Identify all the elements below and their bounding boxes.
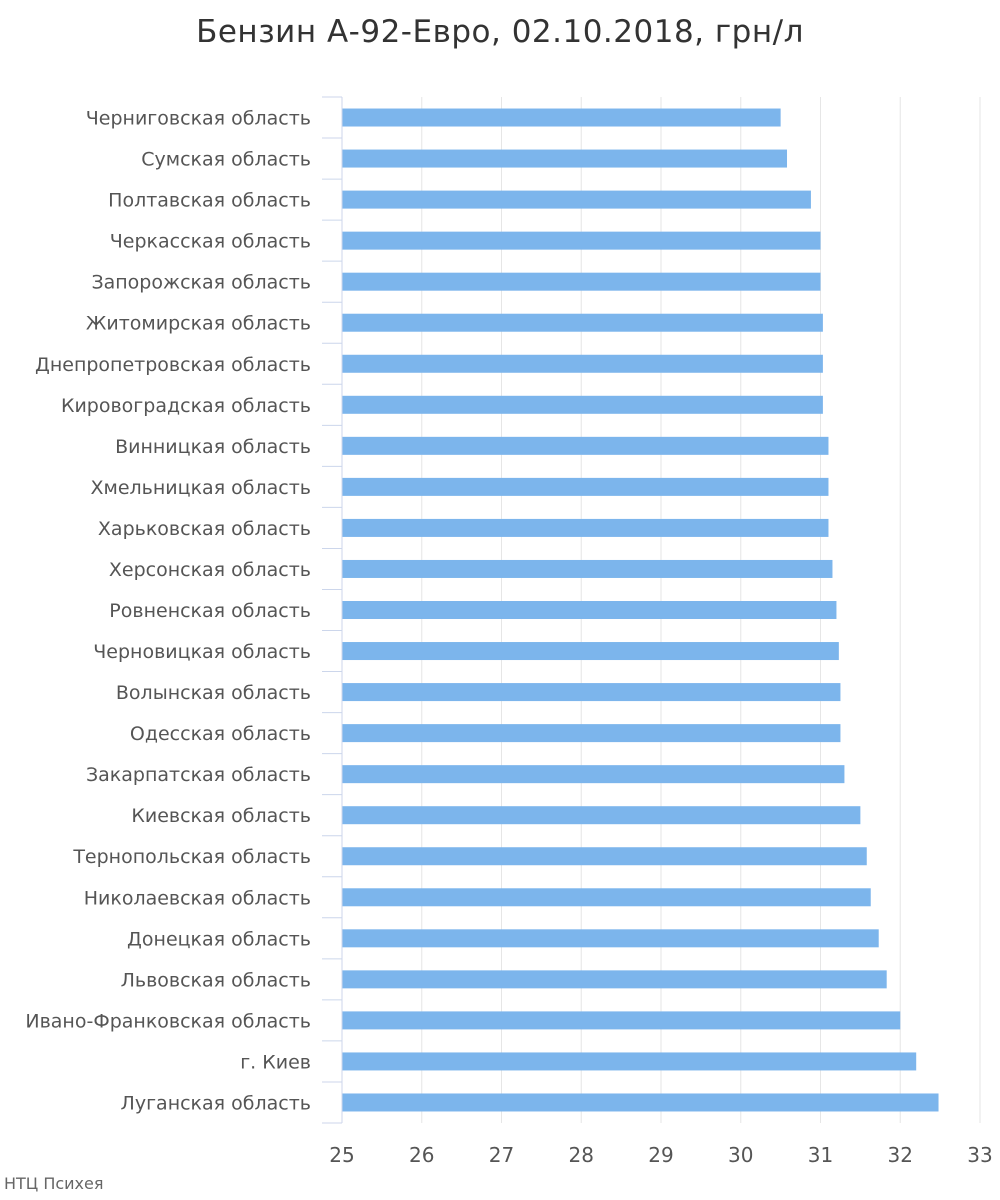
- bar[interactable]: [342, 1093, 939, 1112]
- category-label: Луганская область: [121, 1092, 311, 1114]
- x-tick-labels: 25 26 27 28 29 30 31 32 33: [329, 1143, 992, 1167]
- bars: [342, 108, 939, 1112]
- x-tick-label: 27: [489, 1143, 514, 1167]
- category-label: г. Киев: [240, 1051, 311, 1073]
- category-label: Донецкая область: [127, 928, 311, 950]
- category-label: Винницкая область: [115, 436, 311, 458]
- bar[interactable]: [342, 518, 829, 537]
- category-label: Тернопольская область: [72, 846, 311, 868]
- bar[interactable]: [342, 642, 839, 661]
- category-label: Николаевская область: [84, 887, 311, 909]
- category-label: Харьковская область: [98, 518, 311, 540]
- bar[interactable]: [342, 888, 871, 907]
- category-label: Львовская область: [121, 969, 311, 991]
- category-label: Полтавская область: [108, 190, 311, 212]
- bar[interactable]: [342, 313, 823, 332]
- x-tick-label: 32: [888, 1143, 913, 1167]
- bar[interactable]: [342, 190, 811, 209]
- x-tick-label: 33: [967, 1143, 992, 1167]
- category-label: Черновицкая область: [93, 641, 311, 663]
- bar[interactable]: [342, 395, 823, 414]
- chart-title: Бензин А-92-Евро, 02.10.2018, грн/л: [196, 14, 804, 50]
- category-label: Днепропетровская область: [35, 354, 311, 376]
- bar[interactable]: [342, 354, 823, 373]
- axes: [322, 96, 343, 1124]
- category-label: Закарпатская область: [86, 764, 311, 786]
- x-tick-label: 26: [409, 1143, 434, 1167]
- bar[interactable]: [342, 108, 781, 127]
- category-label: Житомирская область: [86, 313, 311, 335]
- bar[interactable]: [342, 806, 861, 825]
- category-label: Одесская область: [130, 723, 311, 745]
- bar[interactable]: [342, 1011, 901, 1030]
- bar[interactable]: [342, 272, 821, 291]
- category-label: Ровненская область: [109, 600, 311, 622]
- category-label: Херсонская область: [109, 559, 311, 581]
- bar[interactable]: [342, 765, 845, 784]
- category-label: Черкасская область: [110, 231, 311, 253]
- bar[interactable]: [342, 231, 821, 250]
- category-label: Сумская область: [141, 149, 311, 171]
- bar[interactable]: [342, 683, 841, 702]
- bar[interactable]: [342, 436, 829, 455]
- bar[interactable]: [342, 970, 887, 989]
- x-tick-label: 28: [569, 1143, 594, 1167]
- credit-text: НТЦ Психея: [4, 1174, 104, 1193]
- bar[interactable]: [342, 559, 833, 578]
- x-tick-label: 30: [728, 1143, 753, 1167]
- bar[interactable]: [342, 847, 867, 866]
- category-label: Хмельницкая область: [90, 477, 311, 499]
- x-tick-label: 31: [808, 1143, 833, 1167]
- category-label: Волынская область: [116, 682, 311, 704]
- bar[interactable]: [342, 477, 829, 496]
- bar[interactable]: [342, 149, 788, 168]
- bar[interactable]: [342, 724, 841, 743]
- bar[interactable]: [342, 929, 879, 948]
- category-label: Черниговская область: [86, 108, 311, 130]
- category-label: Киевская область: [131, 805, 311, 827]
- category-labels: Черниговская область Сумская область Полта…: [25, 108, 311, 1115]
- category-label: Запорожская область: [91, 272, 311, 294]
- category-label: Ивано-Франковская область: [25, 1010, 311, 1032]
- bar[interactable]: [342, 601, 837, 619]
- x-tick-label: 29: [648, 1143, 673, 1167]
- x-tick-label: 25: [329, 1143, 354, 1167]
- bar[interactable]: [342, 1052, 917, 1071]
- category-label: Кировоградская область: [61, 395, 311, 417]
